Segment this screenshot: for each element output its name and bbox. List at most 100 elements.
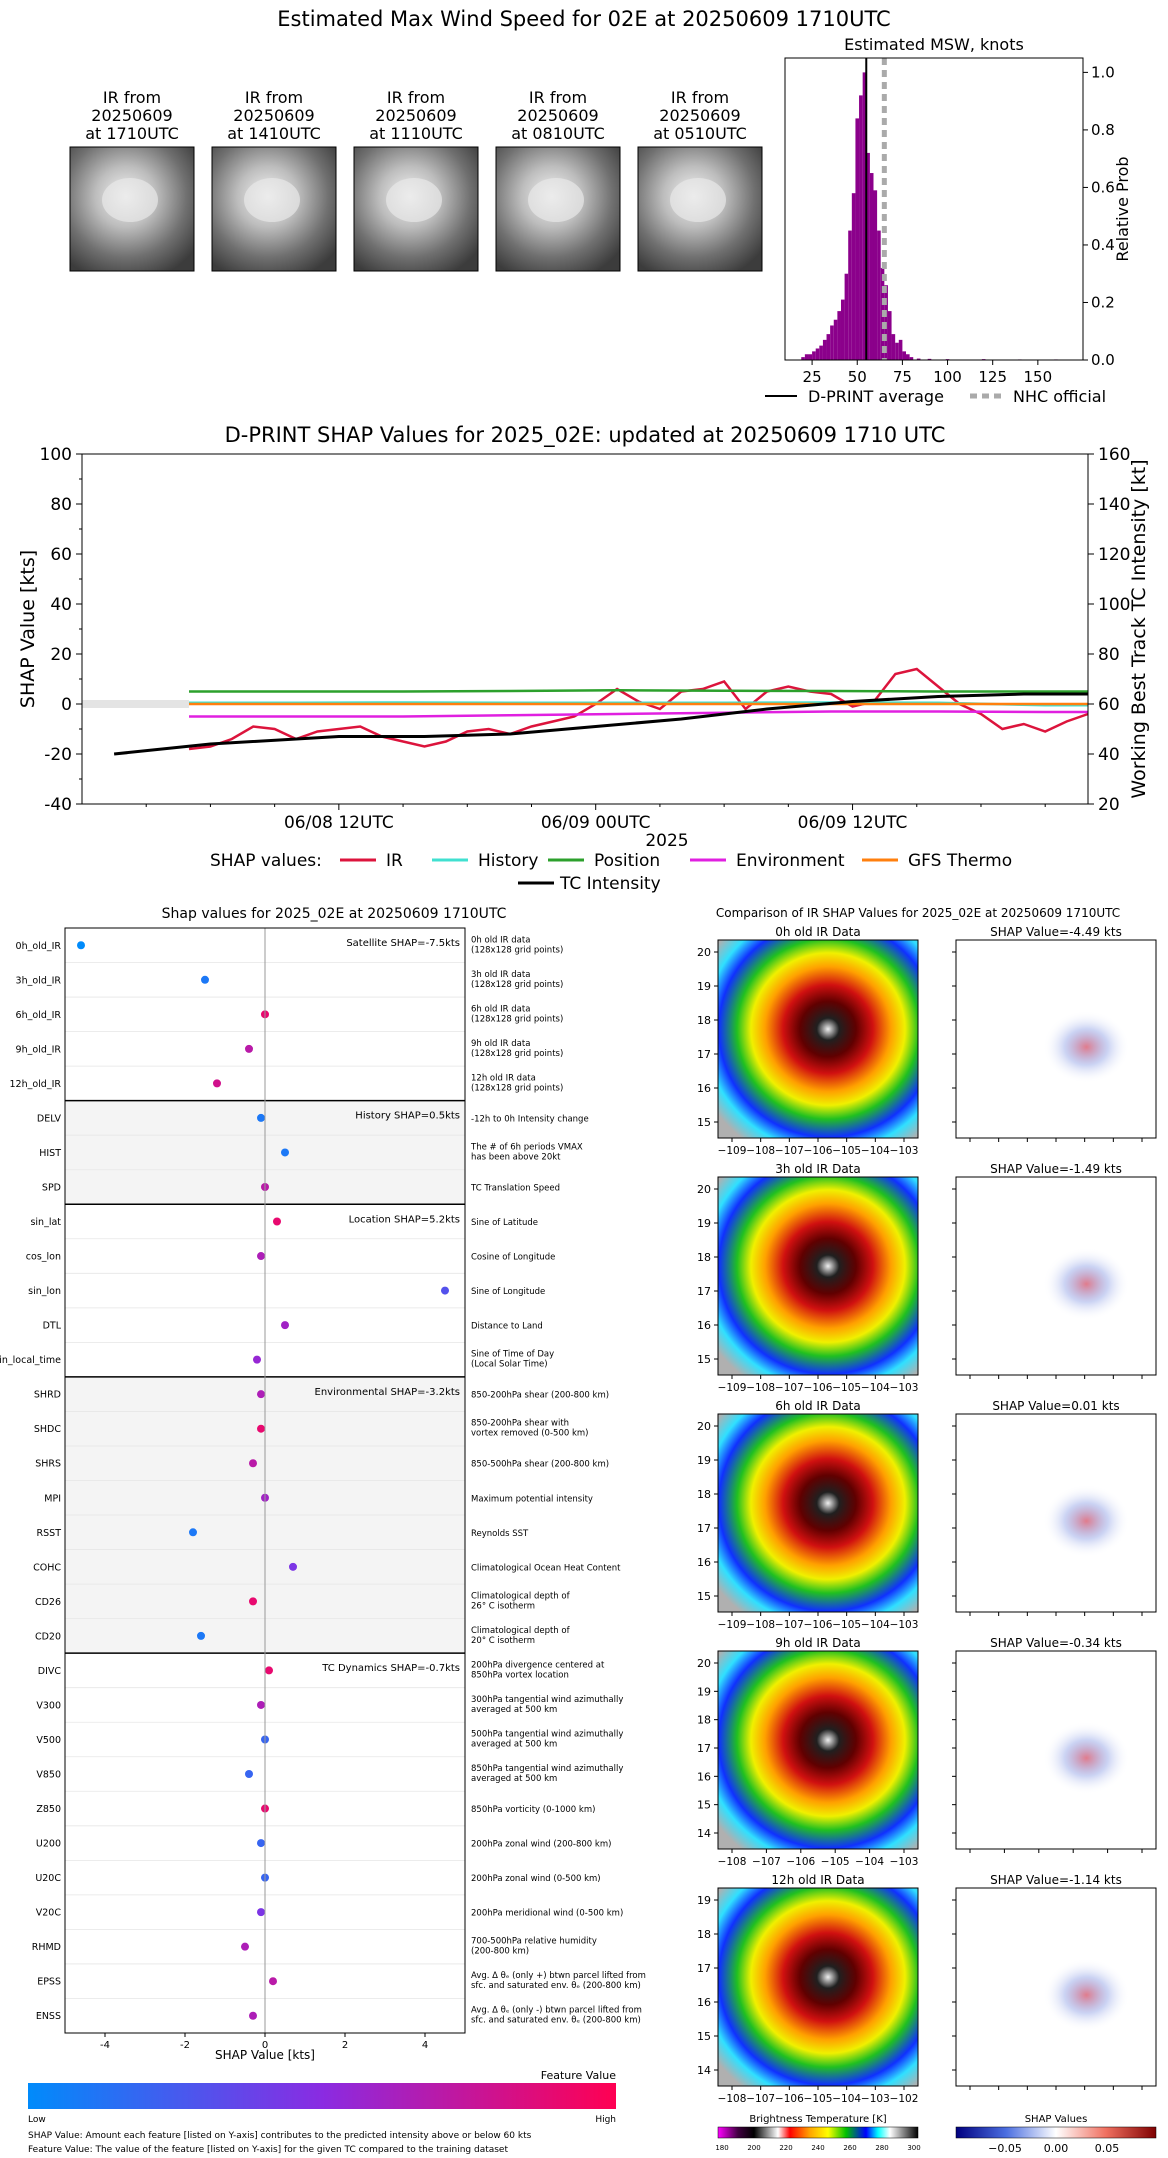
shap-map-blob [1012,1706,1136,1810]
feature-name: cos_lon [26,1252,61,1263]
shap-map-blob [1012,1232,1136,1336]
y-tick-label: 19 [697,1685,711,1698]
feature-name: DELV [37,1113,62,1124]
histogram-bar [808,354,813,360]
feature-description: 6h old IR data (128x128 grid points) [471,1004,563,1024]
x-tick-label: −103 [890,1382,919,1394]
shap-point-divc [265,1666,273,1675]
x-tick-label: -2 [180,2040,190,2051]
histogram-bar [891,334,896,360]
histogram-frame [784,57,1084,361]
feature-name: CD26 [35,1597,61,1608]
group-label: Location SHAP=5.2kts [349,1214,460,1225]
ir-panel-title: IR from 20250609 at 1710UTC [85,88,179,143]
histogram-bar [909,357,914,360]
shap-colorbar-tick: 0.05 [1095,2142,1120,2155]
feature-name: HIST [39,1148,61,1159]
feature-description: 850hPa vorticity (0-1000 km) [471,1805,595,1815]
timeseries-frame [81,453,1089,805]
y-tick-label: 15 [697,1799,711,1812]
shap-map-title: SHAP Value=0.01 kts [992,1399,1119,1413]
histogram-bar [840,299,845,360]
main-title: Estimated Max Wind Speed for 02E at 2025… [277,7,890,31]
x-tick-label: −104 [832,2093,861,2105]
x-tick-label: −108 [746,1145,775,1157]
shap-point-12h_old_ir [213,1079,221,1088]
feature-description: 12h old IR data (128x128 grid points) [471,1073,563,1093]
x-tick-label: −103 [890,1619,919,1631]
x-tick-label: −102 [890,2093,919,2105]
y-tick-label: 0.6 [1091,178,1115,196]
feature-description: Distance to Land [471,1322,543,1332]
histogram-bar [859,95,863,360]
footnote-feature: Feature Value: The value of the feature … [28,2145,508,2155]
y2-tick-label: 40 [1098,745,1120,765]
feature-name: Z850 [36,1804,61,1815]
bt-colorbar-tick: 220 [779,2144,792,2152]
shap-point-sin_lon [441,1286,449,1295]
x-tick-label: −107 [775,1145,804,1157]
legend-label: IR [386,851,403,871]
histogram-bar [902,351,907,360]
feature-name: SPD [42,1182,61,1193]
bt-colorbar-tick: 240 [811,2144,824,2152]
y-tick-label: 18 [697,1714,711,1727]
shap-map-blob [1012,995,1136,1099]
bt-colorbar-tick: 300 [907,2144,920,2152]
feature-description: 200hPa zonal wind (0-500 km) [471,1874,601,1884]
y-tick-label: 18 [697,1251,711,1264]
feature-plot-title: Shap values for 2025_02E at 20250609 171… [162,906,507,922]
x-tick-label: 75 [893,368,912,386]
ir-cloud-mass [244,178,300,222]
x-tick-label: −104 [861,1619,890,1631]
bt-colorbar-tick: 180 [715,2144,728,2152]
y2-tick-label: 60 [1098,695,1120,715]
histogram-bar [855,118,860,361]
y-tick-label: 19 [697,1454,711,1467]
feature-name: V300 [36,1700,61,1711]
legend-label-dprint: D-PRINT average [808,387,944,406]
x-tick-label: −107 [746,2093,775,2105]
shap-point-cd20 [197,1631,205,1640]
msw-histogram: Estimated MSW, knots 25 50 75 100 125 150 0.0 0.… [765,35,1132,406]
x-tick-label: −107 [752,1856,781,1868]
y-tick-label: 17 [697,1962,711,1975]
shap-map-title: SHAP Value=-1.49 kts [990,1162,1122,1176]
y-tick-label: 60 [50,545,72,565]
bt-colorbar-tick: 280 [875,2144,888,2152]
x-tick-label: −104 [861,1145,890,1157]
feature-name: V850 [36,1770,61,1781]
ir-cloud-mass [528,178,584,222]
histogram-bar [916,358,921,360]
shap-point-0h_old_ir [77,941,85,950]
feature-description: Avg. Δ θₑ (only +) btwn parcel lifted fr… [471,1971,646,1991]
y-tick-label: 17 [697,1742,711,1755]
feature-name: 0h_old_IR [16,941,62,952]
bt-colorbar-title: Brightness Temperature [K] [749,2114,886,2125]
legend-prefix: SHAP values: [210,851,322,871]
feature-description: 850-500hPa shear (200-800 km) [471,1460,609,1470]
ir-data-title: 9h old IR Data [775,1636,861,1650]
x-tick-label: −109 [718,1382,747,1394]
shap-point-cd26 [249,1597,257,1606]
feature-name: V20C [36,1908,62,1919]
histogram-y-label: Relative Prob [1113,156,1132,261]
x-tick-label: −108 [746,1382,775,1394]
y-tick-label: 17 [697,1048,711,1061]
feature-description: 200hPa divergence centered at 850hPa vort… [471,1660,605,1680]
shap-timeseries-chart: D-PRINT SHAP Values for 2025_02E: update… [17,423,1150,894]
feature-name: COHC [33,1562,61,1573]
feature-description: -12h to 0h Intensity change [471,1114,589,1124]
ir-panel-title: IR from 20250609 at 1110UTC [369,88,463,143]
x-tick-label: -4 [100,2040,110,2051]
shap-feature-plot: Shap values for 2025_02E at 20250609 171… [0,906,646,2155]
y-tick-label: 40 [50,595,72,615]
y-tick-label: 15 [697,1590,711,1603]
group-label: Satellite SHAP=-7.5kts [346,938,460,949]
group-label: Environmental SHAP=-3.2kts [315,1387,461,1398]
footnote-shap: SHAP Value: Amount each feature [listed … [28,2131,532,2141]
feature-description: 850-200hPa shear (200-800 km) [471,1391,609,1401]
y-tick-label: 19 [697,1894,711,1907]
comparison-title: Comparison of IR SHAP Values for 2025_02… [716,906,1120,920]
x-tick-label: 2 [342,2040,348,2051]
